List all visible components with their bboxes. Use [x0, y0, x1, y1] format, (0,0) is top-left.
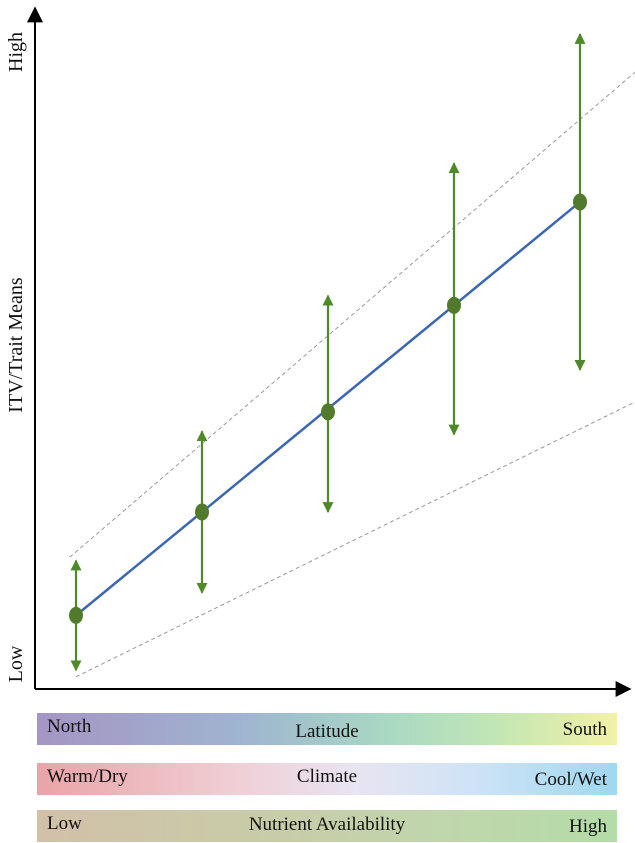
envelope-lower-line: [75, 401, 635, 678]
climate-gradient-bar: Warm/Dry Climate Cool/Wet: [37, 763, 617, 795]
data-point-2: [195, 503, 209, 521]
envelope-layer: [69, 71, 635, 678]
latitude-right-label: South: [562, 719, 607, 740]
chart: High ITV/Trait Means Low: [5, 6, 635, 697]
y-axis-label: ITV/Trait Means: [5, 277, 27, 413]
latitude-center-label: Latitude: [295, 721, 359, 742]
envelope-upper-line: [69, 71, 635, 558]
y-tick-high: High: [5, 32, 27, 72]
data-point-5: [573, 193, 587, 211]
data-point-1: [69, 606, 83, 624]
y-tick-low: Low: [5, 645, 27, 682]
nutrient-center-label: Nutrient Availability: [248, 814, 406, 835]
latitude-left-label: North: [47, 716, 92, 737]
climate-left-label: Warm/Dry: [47, 766, 128, 787]
data-point-4: [447, 296, 461, 314]
climate-right-label: Cool/Wet: [534, 769, 607, 790]
errorbar-layer: [70, 32, 586, 672]
climate-center-label: Climate: [296, 766, 358, 787]
latitude-gradient-bar: North Latitude South: [37, 713, 617, 745]
nutrient-gradient-bar: Low Nutrient Availability High: [37, 810, 617, 842]
nutrient-left-label: Low: [47, 813, 82, 834]
data-point-3: [321, 403, 335, 421]
point-layer: [69, 193, 587, 624]
nutrient-right-label: High: [569, 816, 607, 837]
